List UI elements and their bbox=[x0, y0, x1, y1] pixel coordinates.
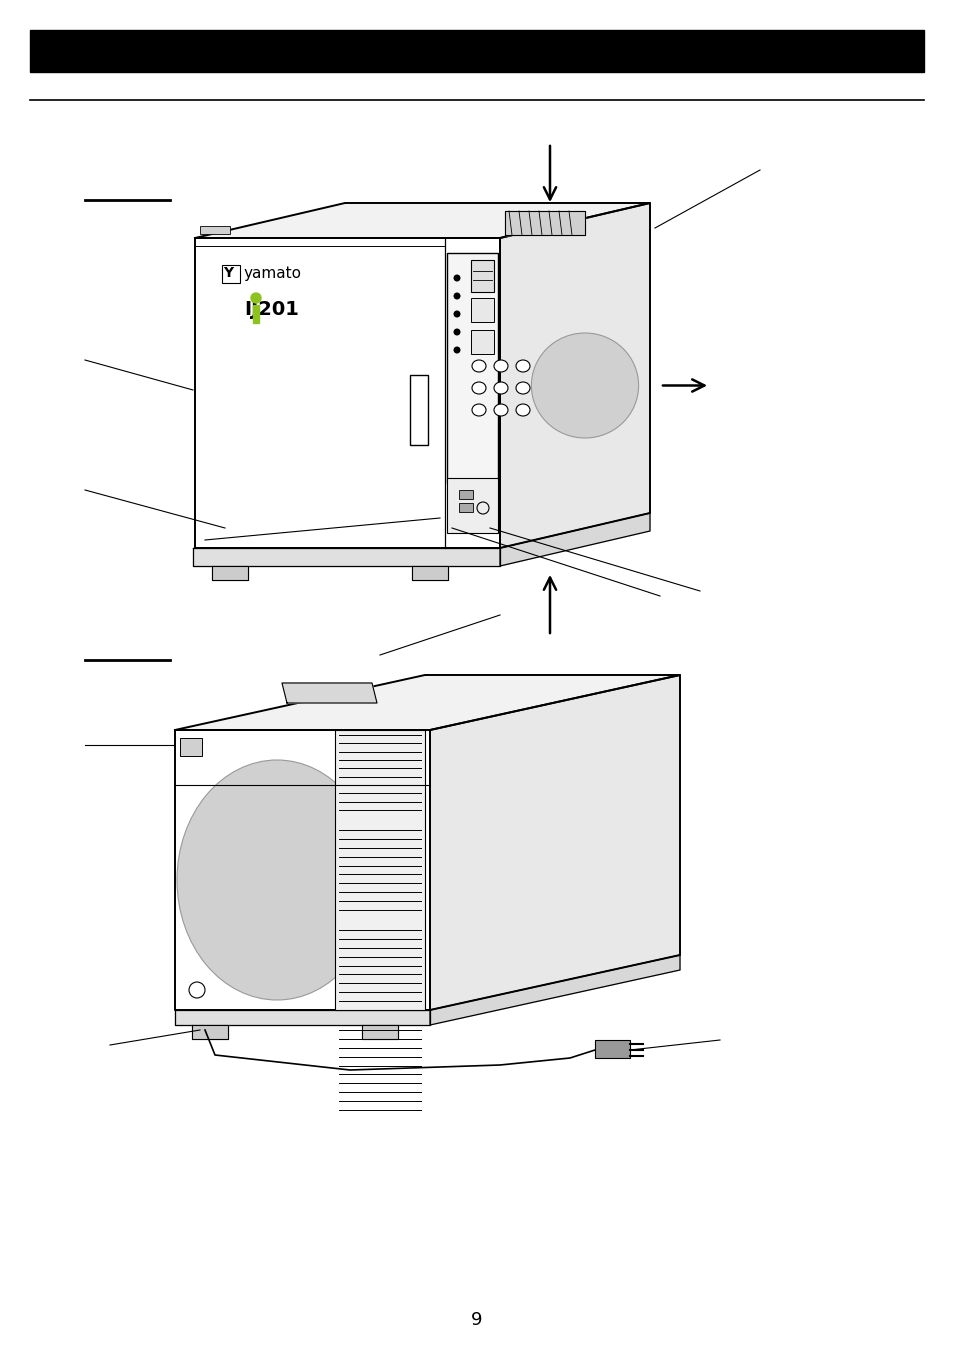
Polygon shape bbox=[499, 513, 649, 566]
Bar bbox=[361, 1025, 397, 1040]
Bar bbox=[30, 30, 923, 72]
Ellipse shape bbox=[472, 360, 485, 373]
Circle shape bbox=[453, 310, 460, 317]
Ellipse shape bbox=[494, 360, 507, 373]
Polygon shape bbox=[174, 1010, 430, 1025]
Bar bbox=[471, 329, 494, 354]
Bar bbox=[471, 298, 494, 323]
Circle shape bbox=[453, 328, 460, 336]
Text: 9: 9 bbox=[471, 1311, 482, 1328]
Bar bbox=[200, 225, 230, 234]
Bar bbox=[410, 375, 428, 446]
Ellipse shape bbox=[516, 360, 530, 373]
Text: IJ201: IJ201 bbox=[244, 300, 298, 319]
Bar bbox=[447, 478, 497, 533]
Bar bbox=[222, 265, 240, 284]
Bar bbox=[253, 305, 258, 323]
Polygon shape bbox=[504, 211, 584, 235]
Polygon shape bbox=[194, 202, 649, 238]
Bar bbox=[595, 1040, 629, 1058]
Polygon shape bbox=[194, 238, 499, 548]
Polygon shape bbox=[282, 683, 376, 703]
Ellipse shape bbox=[494, 382, 507, 394]
Polygon shape bbox=[430, 954, 679, 1025]
Circle shape bbox=[453, 274, 460, 282]
Text: Y: Y bbox=[223, 266, 233, 279]
Circle shape bbox=[251, 293, 261, 302]
Ellipse shape bbox=[516, 404, 530, 416]
Bar bbox=[212, 566, 248, 580]
Circle shape bbox=[453, 293, 460, 300]
Polygon shape bbox=[430, 675, 679, 1010]
Ellipse shape bbox=[494, 404, 507, 416]
Polygon shape bbox=[174, 675, 679, 730]
Ellipse shape bbox=[177, 760, 376, 1000]
Polygon shape bbox=[499, 202, 649, 548]
Ellipse shape bbox=[531, 333, 638, 437]
Polygon shape bbox=[174, 730, 430, 1010]
Ellipse shape bbox=[516, 382, 530, 394]
Bar bbox=[412, 566, 448, 580]
Ellipse shape bbox=[472, 382, 485, 394]
Bar bbox=[335, 730, 424, 1010]
Bar bbox=[471, 261, 494, 292]
Bar bbox=[458, 490, 473, 500]
Polygon shape bbox=[193, 548, 499, 566]
Bar bbox=[192, 1025, 228, 1040]
Ellipse shape bbox=[472, 404, 485, 416]
Text: yamato: yamato bbox=[244, 266, 302, 281]
Circle shape bbox=[453, 347, 460, 354]
Bar bbox=[447, 252, 497, 483]
Bar bbox=[458, 504, 473, 512]
Bar bbox=[180, 738, 202, 756]
